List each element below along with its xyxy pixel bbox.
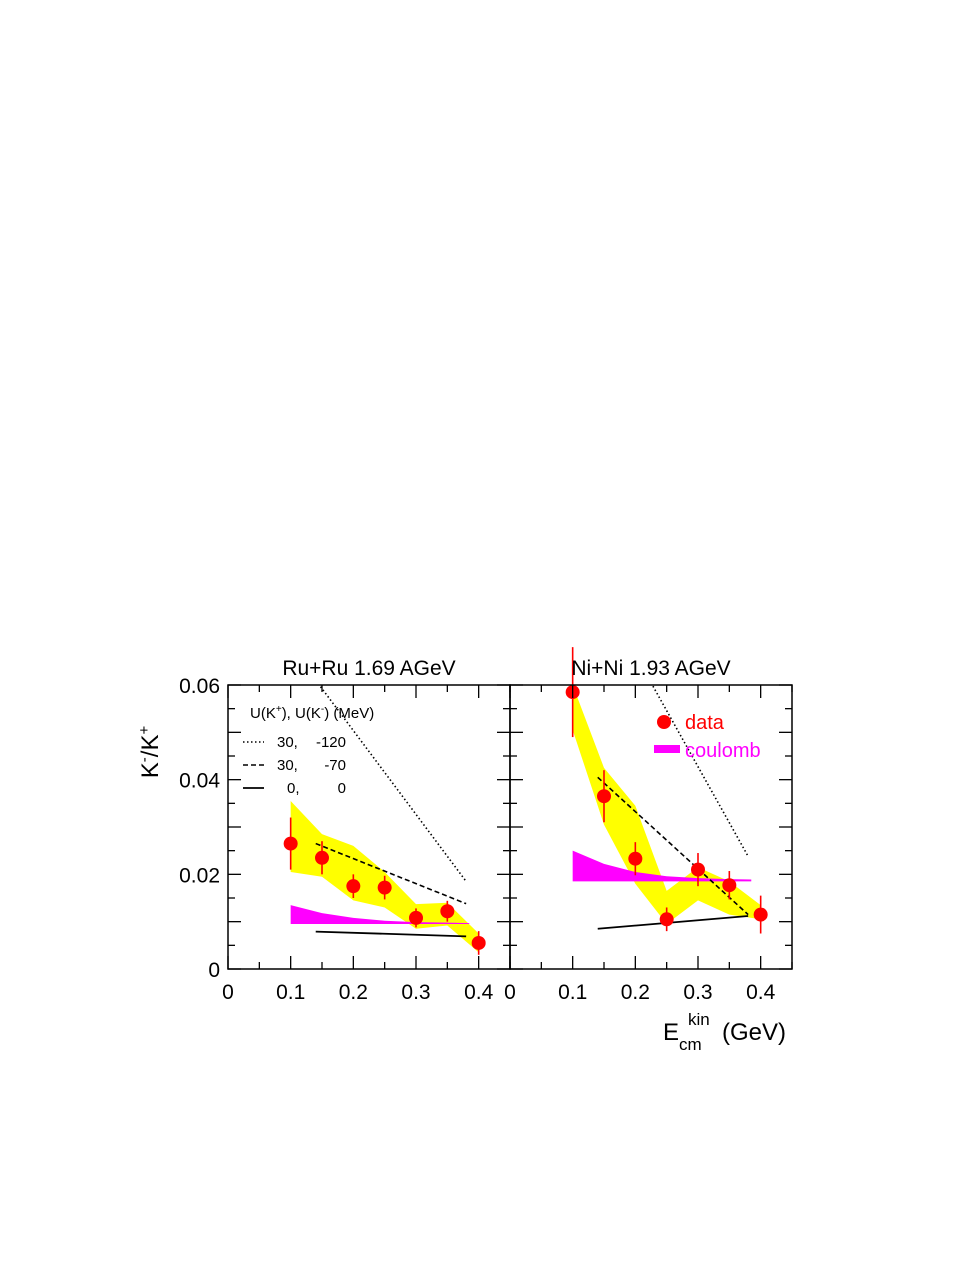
panel-ni-ni: 0 0.1 0.2 0.3 0.4 Ni+Ni 1.93 AGeV [504, 647, 793, 1004]
systematic-band [572, 685, 761, 925]
potential-legend: U(K+), U(K-) (MeV) 30, -120 30, -70 0, 0 [243, 704, 374, 797]
x-tick-label: 0.3 [683, 981, 712, 1004]
y-tick-label: 0 [208, 959, 220, 982]
data-point [659, 912, 674, 927]
data-point [691, 862, 705, 877]
data-point [346, 879, 361, 894]
legend-header: U(K+), U(K-) (MeV) [250, 704, 374, 722]
panel-ru-ru: 0 0.1 0.2 0.3 0.4 0 0.02 0.04 0.06 Ru+Ru 1.69 AGe… [179, 657, 511, 1004]
panel-title: Ni+Ni 1.93 AGeV [571, 657, 730, 680]
model-curve-dashed [597, 776, 749, 916]
model-curve-solid [315, 930, 467, 938]
data-point [471, 935, 486, 950]
y-tick-label: 0.04 [179, 770, 220, 793]
legend-entry-b: 0 [338, 780, 346, 797]
legend-data-marker [657, 715, 671, 729]
data-point [440, 904, 455, 919]
data-point [628, 851, 643, 866]
data-legend: data coulomb [654, 712, 761, 762]
x-tick-label: 0.3 [401, 981, 430, 1004]
x-tick-label: 0.1 [276, 981, 305, 1004]
legend-entry-a: 30, [277, 734, 298, 751]
coulomb-band [572, 850, 752, 882]
data-point [377, 880, 392, 895]
legend-coulomb-label: coulomb [685, 740, 761, 762]
plot-frame [509, 684, 793, 970]
x-tick-label: 0.1 [558, 981, 587, 1004]
y-tick-label: 0.06 [179, 675, 220, 698]
legend-entry-a: 30, [277, 757, 298, 774]
data-point [597, 789, 611, 804]
model-curve-dashed [315, 842, 467, 905]
model-curve-dotted [318, 685, 467, 882]
y-axis-title: K-/K+ [136, 726, 164, 779]
x-tick-label: 0.4 [464, 981, 494, 1004]
legend-entry-b: -70 [324, 757, 346, 774]
data-point [315, 850, 329, 865]
data-point [722, 878, 737, 893]
legend-entry-a: 0, [287, 780, 300, 797]
coulomb-band [290, 905, 470, 925]
legend-data-label: data [685, 712, 725, 734]
model-curve-dotted [651, 685, 749, 857]
x-tick-label: 0.4 [746, 981, 776, 1004]
data-point [753, 907, 768, 922]
x-tick-label: 0 [504, 981, 516, 1004]
data-point [283, 836, 298, 851]
legend-coulomb-swatch [654, 745, 680, 753]
y-tick-label: 0.02 [179, 864, 220, 887]
legend-entry-b: -120 [316, 734, 346, 751]
x-axis-title: Ecmkin (GeV) [663, 1010, 786, 1054]
panel-title: Ru+Ru 1.69 AGeV [282, 657, 455, 680]
data-point [409, 910, 423, 925]
x-tick-label: 0.2 [339, 981, 368, 1004]
x-tick-label: 0 [222, 981, 234, 1004]
x-tick-label: 0.2 [621, 981, 650, 1004]
